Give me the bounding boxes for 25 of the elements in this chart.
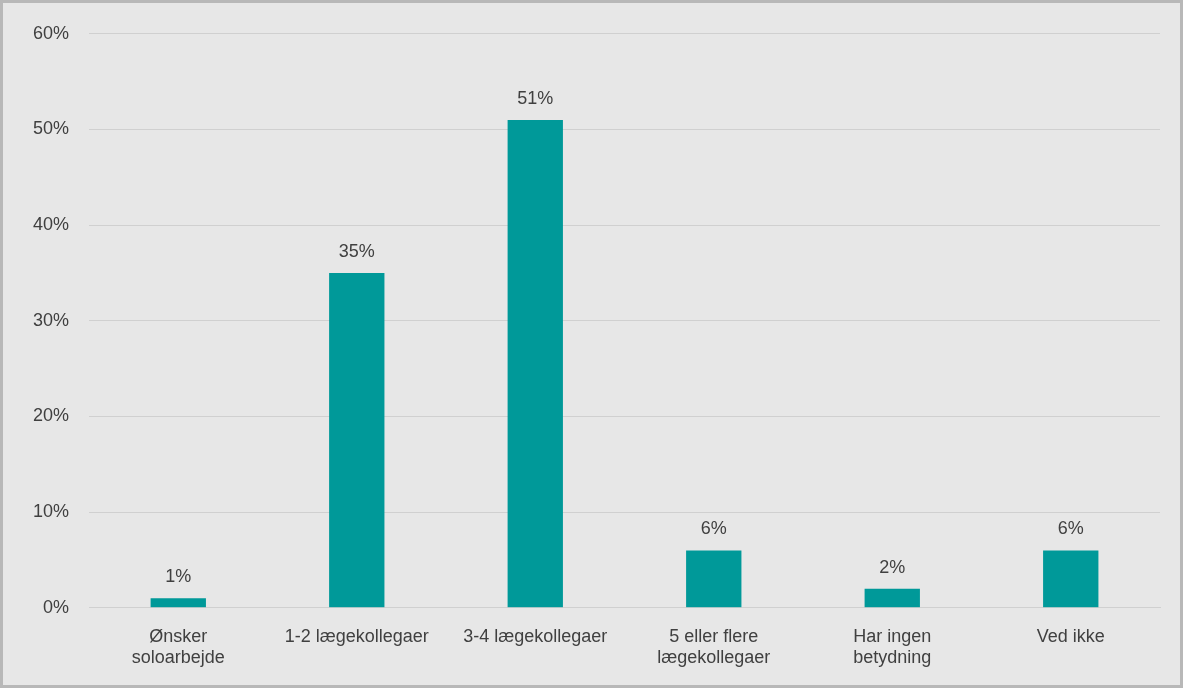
x-tick-label: Har ingen betydning — [853, 625, 932, 668]
y-tick-label: 40% — [33, 214, 70, 235]
y-tick-label: 0% — [43, 596, 70, 617]
x-tick-label: 1-2 lægekollegaer — [284, 625, 429, 646]
y-tick-label: 50% — [33, 118, 70, 139]
bar — [686, 550, 742, 608]
bar — [507, 119, 563, 608]
data-label: 2% — [879, 556, 906, 577]
x-tick-label: 3-4 lægekollegaer — [463, 625, 608, 646]
x-tick-label: Ved ikke — [1036, 625, 1105, 646]
bar — [1043, 550, 1099, 608]
x-tick-label: 5 eller flere lægekollegaer — [657, 625, 771, 668]
y-tick-label: 10% — [33, 501, 70, 522]
bar — [329, 272, 385, 608]
x-tick-label: Ønsker soloarbejde — [131, 625, 225, 668]
y-tick-label: 20% — [33, 405, 70, 426]
data-label: 1% — [165, 566, 192, 587]
y-tick-label: 30% — [33, 309, 70, 330]
bar — [150, 598, 206, 608]
data-label: 6% — [1057, 518, 1084, 539]
data-label: 51% — [517, 87, 554, 108]
y-tick-label: 60% — [33, 22, 70, 43]
data-label: 6% — [700, 518, 727, 539]
data-label: 35% — [338, 240, 375, 261]
bar — [864, 588, 920, 608]
